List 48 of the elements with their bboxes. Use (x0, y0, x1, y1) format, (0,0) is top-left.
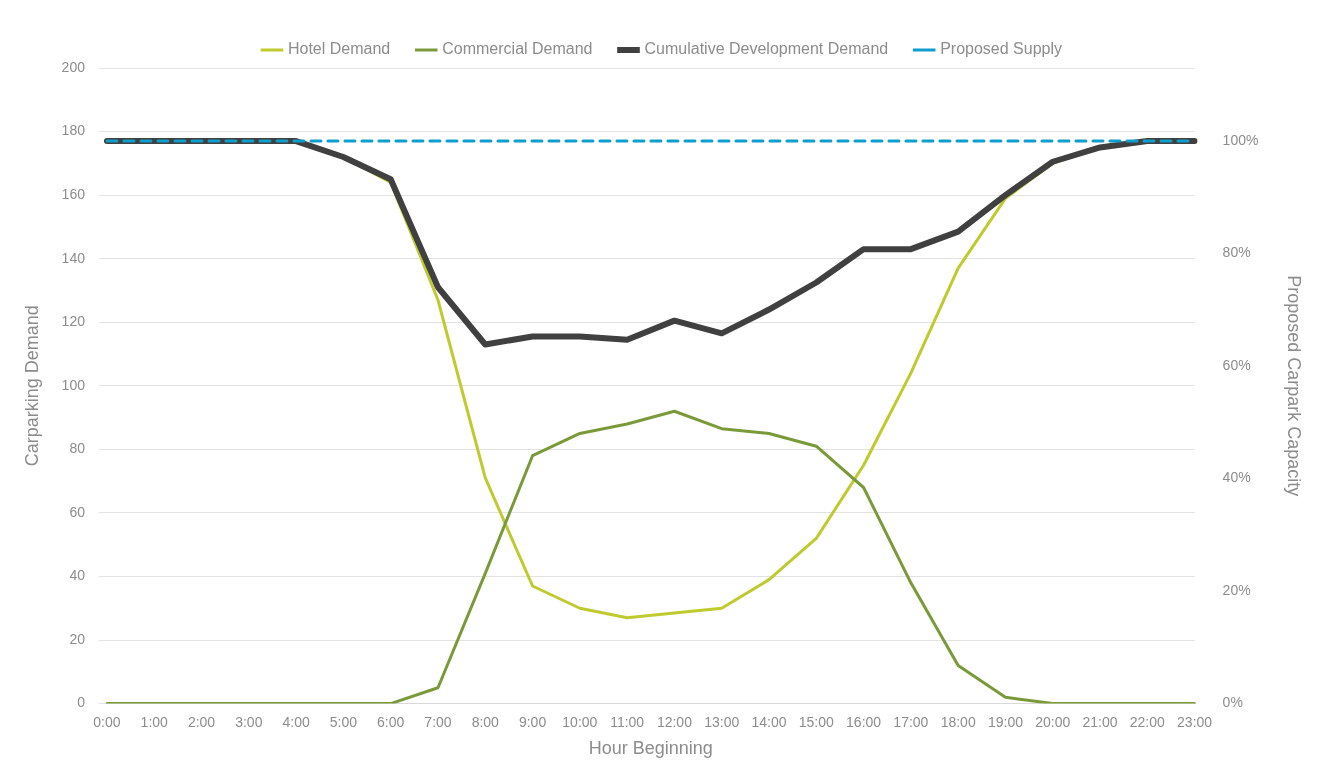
x-tick-label: 15:00 (798, 713, 835, 730)
y-tick-label: 100 (61, 376, 86, 393)
y-tick-label: 0 (77, 694, 86, 711)
y2-axis-title: Proposed Carpark Capacity (1284, 275, 1305, 497)
x-tick-label: 17:00 (893, 713, 929, 730)
y2-tick-label: 80% (1222, 244, 1251, 261)
y2-tick-label: 0% (1222, 694, 1243, 711)
x-tick-label: 23:00 (1177, 713, 1213, 730)
y-tick-label: 40 (69, 567, 86, 584)
y-tick-label: 120 (61, 313, 86, 330)
y-tick-label: 140 (61, 249, 86, 266)
y-tick-label: 160 (61, 185, 86, 202)
y2-tick-label: 40% (1222, 469, 1251, 486)
x-tick-label: 2:00 (187, 713, 216, 730)
x-tick-label: 1:00 (140, 713, 169, 730)
x-tick-label: 13:00 (704, 713, 740, 730)
y2-tick-label: 60% (1222, 356, 1251, 373)
x-tick-label: 22:00 (1129, 713, 1166, 730)
x-tick-label: 0:00 (93, 713, 121, 730)
legend-label: Commercial Demand (442, 40, 593, 58)
x-tick-label: 14:00 (751, 713, 787, 730)
x-tick-label: 10:00 (562, 713, 598, 730)
y-tick-label: 80 (69, 440, 86, 457)
x-tick-label: 16:00 (846, 713, 882, 730)
x-tick-label: 20:00 (1035, 713, 1071, 730)
x-tick-label: 5:00 (329, 713, 358, 730)
x-tick-label: 3:00 (235, 713, 263, 730)
x-tick-label: 8:00 (471, 713, 500, 730)
y-tick-label: 60 (69, 503, 86, 520)
x-tick-label: 6:00 (377, 713, 405, 730)
y-tick-label: 200 (61, 58, 86, 75)
legend-label: Proposed Supply (940, 40, 1063, 58)
x-tick-label: 12:00 (656, 713, 693, 730)
y-axis-title: Carparking Demand (21, 305, 42, 467)
x-tick-label: 9:00 (518, 713, 547, 730)
y2-tick-label: 20% (1222, 581, 1251, 598)
x-tick-label: 19:00 (987, 713, 1024, 730)
x-tick-label: 21:00 (1082, 713, 1118, 730)
y-tick-label: 180 (61, 122, 86, 139)
x-axis-title: Hour Beginning (588, 738, 713, 759)
x-tick-label: 4:00 (282, 713, 310, 730)
y-tick-label: 20 (69, 630, 86, 647)
legend-label: Cumulative Development Demand (644, 40, 889, 58)
x-tick-label: 7:00 (424, 713, 452, 730)
x-tick-label: 11:00 (610, 713, 645, 730)
y2-tick-label: 100% (1222, 131, 1259, 148)
legend-label: Hotel Demand (287, 40, 391, 58)
x-tick-label: 18:00 (940, 713, 976, 730)
